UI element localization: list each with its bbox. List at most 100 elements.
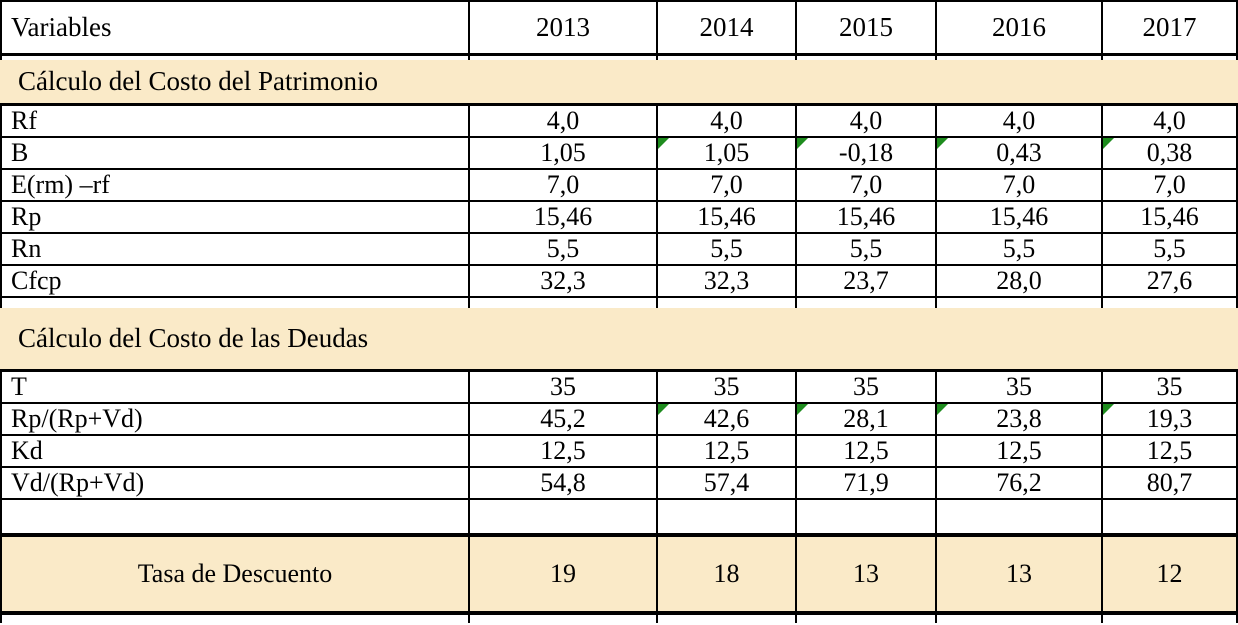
- table-row-b: B 1,05 1,05 -0,18 0,43 0,38: [0, 138, 1238, 170]
- table-row-erm-rf: E(rm) –rf 7,0 7,0 7,0 7,0 7,0: [0, 170, 1238, 202]
- row-label: Rp: [2, 202, 470, 232]
- cell-value: 71,9: [843, 468, 889, 497]
- value-cell: 12,5: [937, 436, 1103, 466]
- table-row-rp-ratio: Rp/(Rp+Vd) 45,2 42,6 28,1 23,8 19,3: [0, 404, 1238, 436]
- table-row-tasa-descuento: Tasa de Descuento 19 18 13 13 12: [0, 535, 1238, 615]
- value-cell: 5,5: [1103, 234, 1236, 264]
- value-cell: 15,46: [658, 202, 797, 232]
- cell-value: 76,2: [996, 468, 1042, 497]
- row-label: Rf: [2, 106, 470, 136]
- value-cell: 12,5: [797, 436, 937, 466]
- value-cell: 35: [797, 372, 937, 402]
- cell-value: 7,0: [710, 170, 743, 199]
- value-cell: 54,8: [470, 468, 658, 498]
- value-cell: 71,9: [797, 468, 937, 498]
- cell-value: 1,05: [540, 138, 586, 167]
- value-cell: 45,2: [470, 404, 658, 434]
- value-cell: 42,6: [658, 404, 797, 434]
- cell-value: 15,46: [697, 202, 756, 231]
- value-cell: 7,0: [797, 170, 937, 200]
- cell-value: 12: [1156, 559, 1183, 588]
- value-cell: 4,0: [937, 106, 1103, 136]
- cell-value: 12,5: [540, 436, 586, 465]
- cell-value: 80,7: [1146, 468, 1193, 497]
- row-label: T: [2, 372, 470, 402]
- cell-value: 13: [1006, 559, 1032, 588]
- value-cell: 0,38: [1103, 138, 1236, 168]
- value-cell: 35: [470, 372, 658, 402]
- cell-value: 19,3: [1146, 404, 1193, 433]
- cell-value: 12,5: [1146, 436, 1193, 465]
- cell-value: 1,05: [703, 138, 750, 167]
- table-header-row: Variables 2013 2014 2015 2016 2017: [0, 0, 1238, 56]
- cell-value: 15,46: [533, 202, 593, 231]
- section-title: Cálculo del Costo de las Deudas: [18, 323, 369, 353]
- empty-row: [0, 500, 1238, 535]
- row-label: Cfcp: [2, 266, 470, 296]
- value-cell: 7,0: [470, 170, 658, 200]
- empty-cell: [797, 500, 937, 533]
- cell-value: 57,4: [703, 468, 750, 497]
- value-cell: 35: [1103, 372, 1236, 402]
- cell-value: 7,0: [546, 170, 580, 199]
- cell-value: 12,5: [996, 436, 1042, 465]
- row-divider-gap: [0, 298, 1238, 308]
- cell-value: 23,8: [996, 404, 1042, 433]
- cell-value: 18: [713, 559, 740, 588]
- column-header-year: 2017: [1142, 12, 1197, 42]
- cell-value: 4,0: [710, 106, 743, 135]
- cell-value: 45,2: [540, 404, 586, 433]
- table-row-kd: Kd 12,5 12,5 12,5 12,5 12,5: [0, 436, 1238, 468]
- cell-value: 7,0: [1002, 170, 1036, 199]
- value-cell: 32,3: [658, 266, 797, 296]
- value-cell: 57,4: [658, 468, 797, 498]
- table-row-rn: Rn 5,5 5,5 5,5 5,5 5,5: [0, 234, 1238, 266]
- value-cell: 76,2: [937, 468, 1103, 498]
- cell-value: 4,0: [1153, 106, 1186, 135]
- error-indicator-icon: [658, 138, 669, 149]
- value-cell: 15,46: [797, 202, 937, 232]
- cell-value: 13: [853, 559, 879, 588]
- value-cell: 28,0: [937, 266, 1103, 296]
- empty-cell: [658, 500, 797, 533]
- value-cell: 12,5: [470, 436, 658, 466]
- row-divider-gap: [0, 56, 1238, 60]
- value-cell: 28,1: [797, 404, 937, 434]
- cell-value: 23,7: [843, 266, 889, 295]
- section-title: Cálculo del Costo del Patrimonio: [18, 66, 378, 96]
- value-cell: 35: [937, 372, 1103, 402]
- cell-value: 32,3: [540, 266, 586, 295]
- value-cell: 5,5: [470, 234, 658, 264]
- section-header-deudas: Cálculo del Costo de las Deudas: [0, 308, 1238, 372]
- empty-cell: [470, 500, 658, 533]
- table-row-t: T 35 35 35 35 35: [0, 372, 1238, 404]
- cell-value: 15,46: [1140, 202, 1199, 231]
- value-cell: 12,5: [658, 436, 797, 466]
- error-indicator-icon: [937, 404, 948, 415]
- cell-value: 15,46: [989, 202, 1049, 231]
- error-indicator-icon: [658, 404, 669, 415]
- value-cell: 7,0: [937, 170, 1103, 200]
- error-indicator-icon: [937, 138, 948, 149]
- value-cell: 12: [1103, 537, 1236, 611]
- value-cell: 4,0: [797, 106, 937, 136]
- row-label: Kd: [2, 436, 470, 466]
- row-label: Rp/(Rp+Vd): [2, 404, 470, 434]
- value-cell: 15,46: [470, 202, 658, 232]
- cell-value: 35: [550, 372, 576, 401]
- cell-value: 4,0: [849, 106, 883, 135]
- column-header-variables: Variables: [2, 2, 470, 53]
- summary-label: Tasa de Descuento: [2, 537, 470, 611]
- cell-value: 32,3: [703, 266, 750, 295]
- value-cell: 5,5: [937, 234, 1103, 264]
- empty-cell: [1103, 500, 1236, 533]
- cell-value: 4,0: [546, 106, 580, 135]
- value-cell: 35: [658, 372, 797, 402]
- cell-value: 4,0: [1002, 106, 1036, 135]
- value-cell: 23,7: [797, 266, 937, 296]
- table-row-cfcp: Cfcp 32,3 32,3 23,7 28,0 27,6: [0, 266, 1238, 298]
- column-header-year: 2016: [937, 2, 1103, 53]
- table-row-rp: Rp 15,46 15,46 15,46 15,46 15,46: [0, 202, 1238, 234]
- value-cell: 7,0: [1103, 170, 1236, 200]
- cell-value: 15,46: [836, 202, 896, 231]
